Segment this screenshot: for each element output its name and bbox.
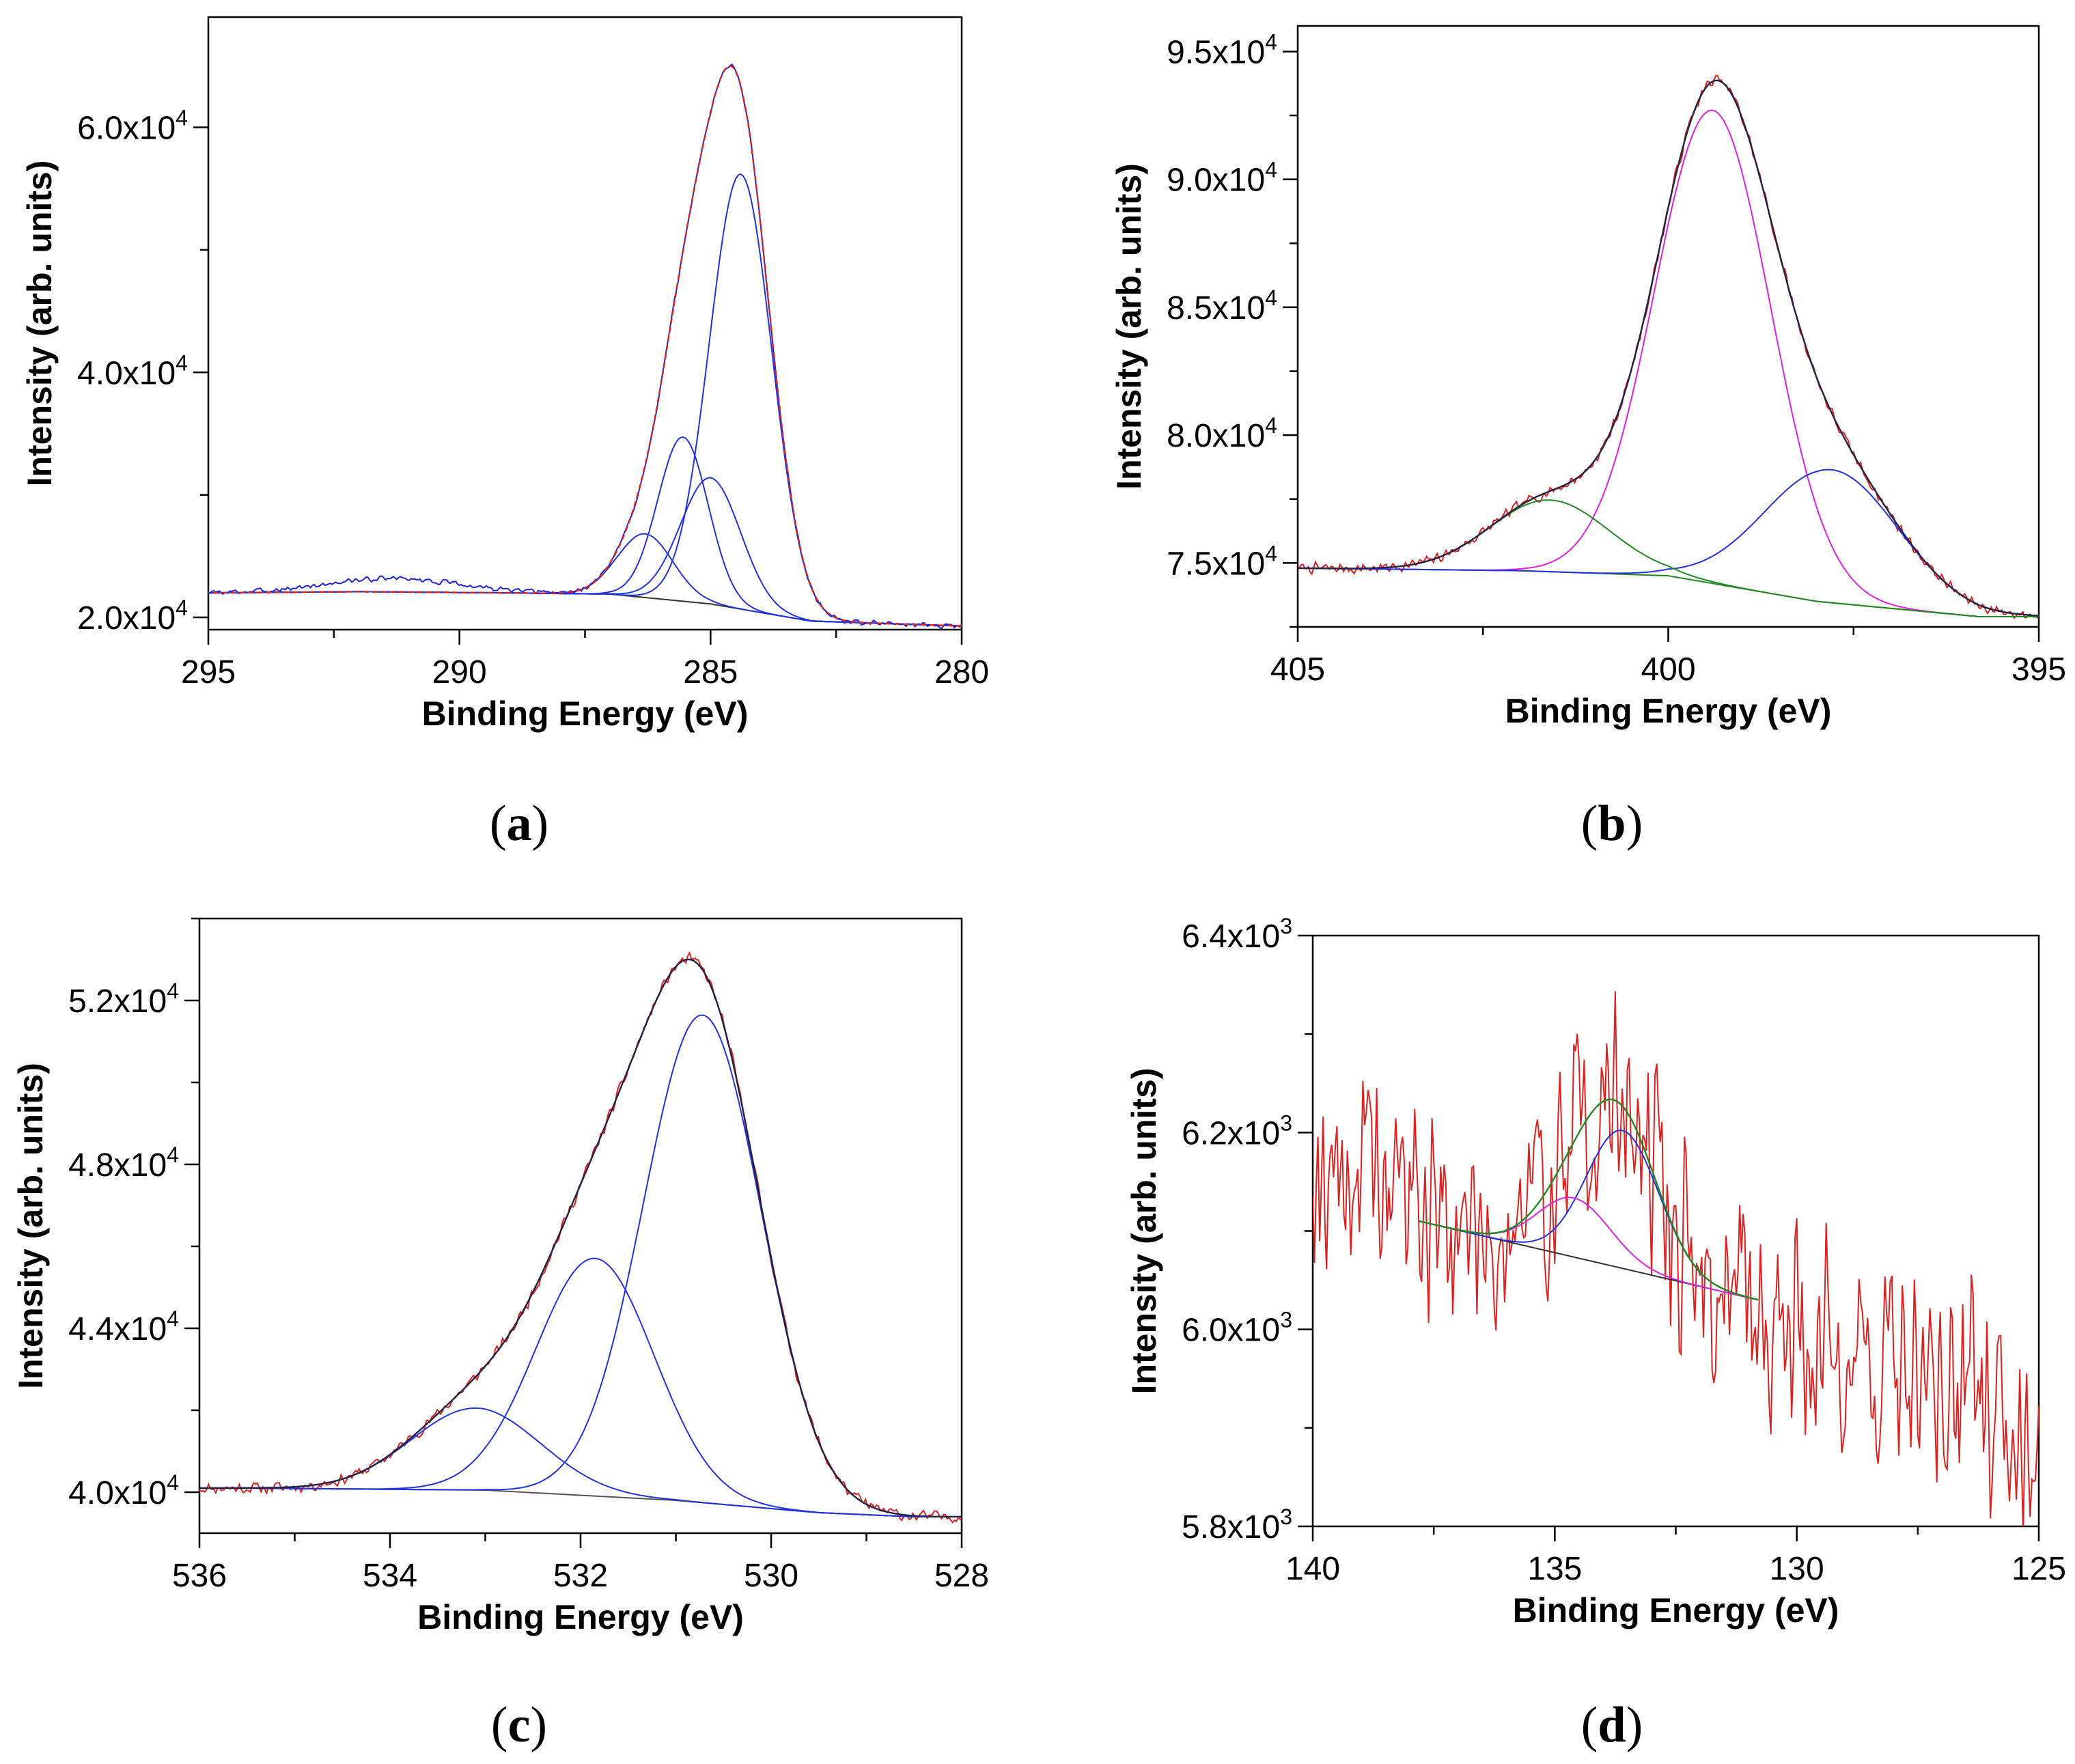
y-tick-label: 6.0x104 — [77, 105, 188, 146]
y-tick-label: 4.0x104 — [68, 1470, 179, 1511]
y-axis-title: Intensity (arb. units) — [12, 1063, 50, 1389]
y-tick-label: 4.8x104 — [68, 1143, 179, 1184]
x-tick-label: 130 — [1770, 1551, 1824, 1587]
x-axis-title: Binding Energy (eV) — [1505, 692, 1832, 730]
y-tick-label: 4.0x104 — [77, 350, 188, 391]
panel-label: (c) — [491, 1697, 547, 1753]
y-tick-label: 5.2x104 — [68, 979, 179, 1020]
envelope-line — [208, 65, 962, 627]
y-tick-label: 7.5x104 — [1167, 541, 1277, 582]
x-tick-label: 530 — [744, 1558, 798, 1594]
envelope-line — [1298, 79, 2039, 617]
y-axis: 5.8x103 6.0x103 6.2x103 6.4x103 — [1182, 914, 1313, 1545]
panel-label: (d) — [1581, 1697, 1643, 1753]
x-axis-title: Binding Energy (eV) — [417, 1598, 744, 1636]
plot-area — [208, 63, 962, 630]
y-axis-title: Intensity (arb. units) — [1110, 163, 1148, 490]
x-tick-label: 400 — [1641, 652, 1695, 688]
y-axis: 2.0x104 4.0x104 6.0x104 — [77, 105, 208, 636]
y-axis-title: Intensity (arb. units) — [1125, 1068, 1163, 1395]
panels: 295 290 285 280 2.0x104 4.0x104 6.0x104 Binding… — [12, 16, 2066, 1753]
x-tick-label: 135 — [1527, 1551, 1582, 1587]
panel-a: 295 290 285 280 2.0x104 4.0x104 6.0x104 Binding… — [20, 16, 989, 852]
x-axis: 405 400 395 — [1270, 627, 2066, 688]
x-tick-label: 140 — [1285, 1551, 1340, 1587]
x-tick-label: 534 — [363, 1558, 417, 1594]
x-axis-title: Binding Energy (eV) — [1513, 1591, 1839, 1629]
y-tick-label: 9.0x104 — [1167, 158, 1277, 199]
y-tick-label: 4.4x104 — [68, 1306, 179, 1347]
x-tick-label: 405 — [1270, 652, 1325, 688]
y-tick-label: 5.8x103 — [1182, 1504, 1292, 1545]
x-tick-label: 290 — [432, 654, 487, 690]
y-tick-label: 9.5x104 — [1167, 29, 1277, 70]
x-axis: 140 135 130 125 — [1285, 1526, 2066, 1587]
x-axis: 295 290 285 280 — [181, 630, 989, 690]
raw-spectrum-line — [1313, 991, 2039, 1526]
x-axis: 536 534 532 530 528 — [172, 1533, 989, 1594]
panel-b: 405 400 395 7.5x104 8.0x104 8.5x104 9.0x104 9.5… — [1110, 25, 2066, 852]
y-axis-title: Intensity (arb. units) — [20, 160, 59, 487]
envelope-line — [1419, 1098, 1759, 1301]
y-tick-label: 8.5x104 — [1167, 285, 1277, 326]
plot-area — [199, 951, 962, 1524]
panel-label: (b) — [1581, 796, 1643, 852]
y-tick-label: 2.0x104 — [77, 596, 188, 636]
x-tick-label: 395 — [2011, 652, 2066, 688]
x-tick-label: 528 — [934, 1558, 989, 1594]
panel-d: 140 135 130 125 5.8x103 6.0x103 6.2x103 6.4x103… — [1125, 914, 2066, 1753]
panel-c: 536 534 532 530 528 4.0x104 4.4x104 4.8x104 5.2x… — [12, 917, 989, 1753]
plot-area — [1313, 991, 2039, 1526]
plot-area — [1298, 74, 2039, 619]
panel-label: (a) — [490, 796, 548, 852]
x-axis-title: Binding Energy (eV) — [422, 695, 749, 733]
x-tick-label: 125 — [2011, 1551, 2066, 1587]
y-tick-label: 6.4x103 — [1182, 914, 1292, 955]
y-axis: 4.0x104 4.4x104 4.8x104 5.2x104 — [68, 917, 199, 1511]
y-tick-label: 6.0x103 — [1182, 1308, 1292, 1349]
x-tick-label: 536 — [172, 1558, 227, 1594]
y-axis: 7.5x104 8.0x104 8.5x104 9.0x104 9.5x104 — [1167, 29, 1298, 628]
x-tick-label: 295 — [181, 654, 236, 690]
x-tick-label: 532 — [553, 1558, 608, 1594]
y-tick-label: 6.2x103 — [1182, 1110, 1292, 1151]
envelope-line — [199, 958, 962, 1518]
x-tick-label: 285 — [683, 654, 738, 690]
x-tick-label: 280 — [934, 654, 989, 690]
y-tick-label: 8.0x104 — [1167, 413, 1277, 454]
